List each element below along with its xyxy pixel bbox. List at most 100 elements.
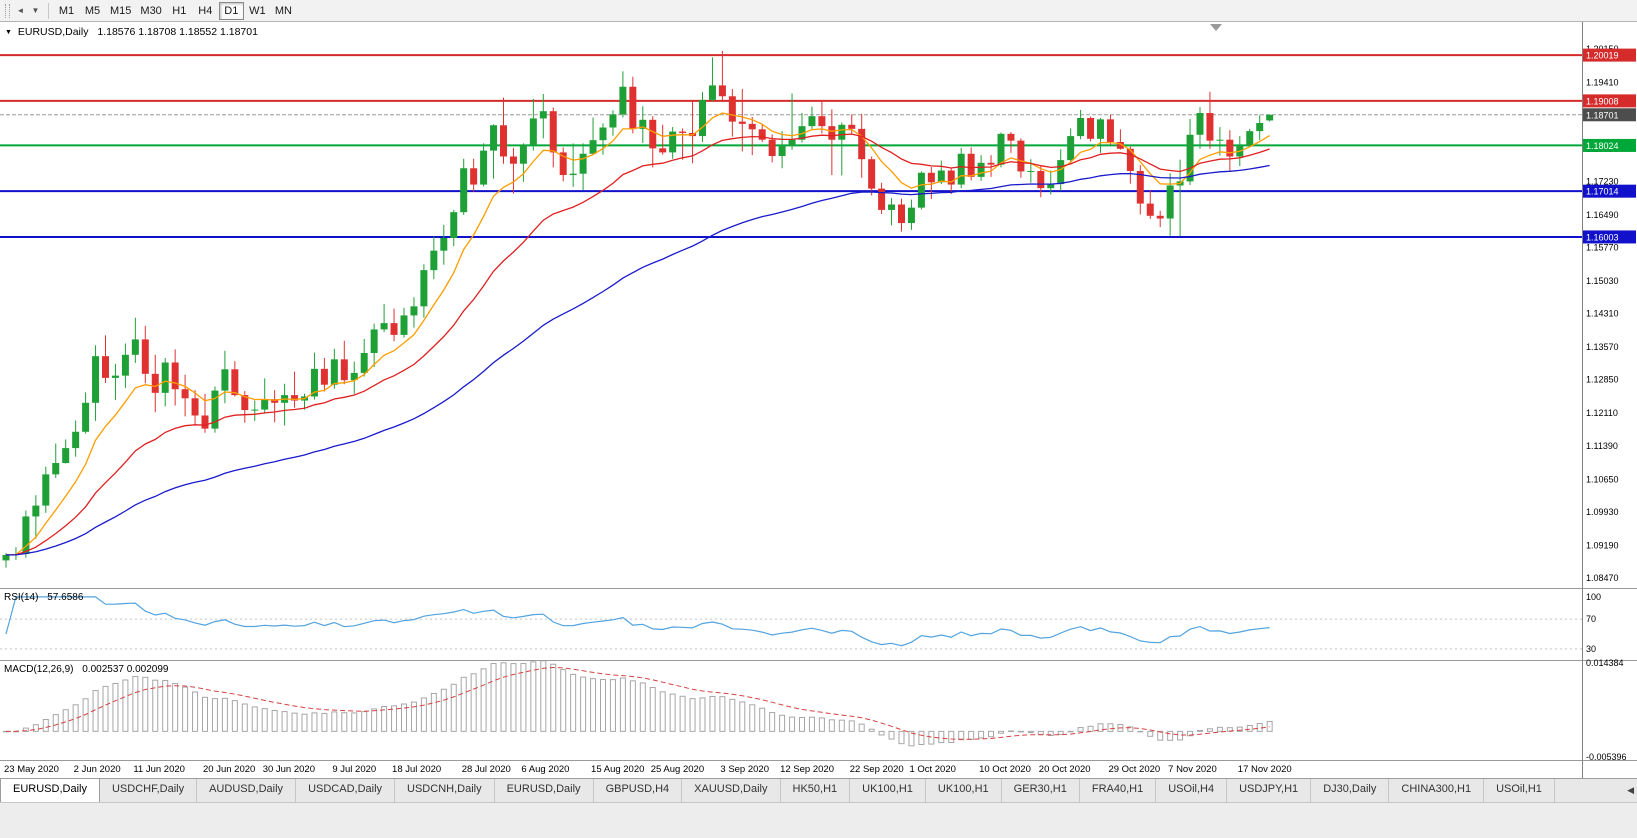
timeframe-mn-button[interactable]: MN bbox=[274, 4, 292, 17]
svg-text:12 Sep 2020: 12 Sep 2020 bbox=[780, 764, 834, 775]
scroll-back-icon[interactable]: ◄ bbox=[16, 6, 25, 15]
ma-mid-line bbox=[6, 133, 1270, 556]
chart-tab-eurusd-daily[interactable]: EURUSD,Daily bbox=[494, 779, 594, 802]
toolbar-dropdown-icon[interactable]: ▼ bbox=[31, 6, 40, 15]
chart-tab-usdchf-daily[interactable]: USDCHF,Daily bbox=[99, 779, 198, 802]
svg-text:1.13570: 1.13570 bbox=[1586, 342, 1619, 352]
svg-text:1.17014: 1.17014 bbox=[1586, 187, 1619, 197]
timeframe-m15-button[interactable]: M15 bbox=[110, 4, 132, 17]
svg-text:0.014384: 0.014384 bbox=[1586, 658, 1624, 668]
chart-region: 1.201501.194101.186901.179501.172301.164… bbox=[0, 22, 1637, 778]
rsi-indicator-label: RSI(14) 57.6586 bbox=[4, 592, 83, 603]
timeframe-buttons: M1 M5 M15 M30 H1 H4 D1 W1 MN bbox=[54, 1, 296, 20]
timeframe-w1-button[interactable]: W1 bbox=[249, 4, 266, 17]
timeframe-m30-button[interactable]: M30 bbox=[140, 4, 162, 17]
candlesticks-layer bbox=[2, 50, 1274, 568]
svg-text:1.14310: 1.14310 bbox=[1586, 309, 1619, 319]
chart-tabs-bar: EURUSD,Daily USDCHF,Daily AUDUSD,Daily USDC… bbox=[0, 778, 1637, 802]
svg-text:1.16003: 1.16003 bbox=[1586, 232, 1619, 242]
rsi-name: RSI(14) bbox=[4, 592, 39, 603]
chart-tab-gbpusd-h4[interactable]: GBPUSD,H4 bbox=[593, 779, 683, 802]
svg-text:1.10650: 1.10650 bbox=[1586, 474, 1619, 484]
svg-text:1.12110: 1.12110 bbox=[1586, 408, 1618, 418]
ma-slow-line bbox=[6, 164, 1270, 556]
timeframe-toolbar: ◄ ▼ M1 M5 M15 M30 H1 H4 D1 W1 MN bbox=[0, 0, 1637, 22]
macd-values: 0.002537 0.002099 bbox=[82, 664, 169, 675]
svg-text:1.17230: 1.17230 bbox=[1586, 176, 1619, 186]
svg-text:70: 70 bbox=[1586, 614, 1596, 624]
chart-tab-xauusd-daily[interactable]: XAUUSD,Daily bbox=[682, 779, 781, 802]
rsi-line bbox=[5, 596, 1270, 647]
svg-text:7 Nov 2020: 7 Nov 2020 bbox=[1168, 764, 1217, 775]
svg-text:9 Jul 2020: 9 Jul 2020 bbox=[332, 764, 376, 775]
chart-tab-usdcad-daily[interactable]: USDCAD,Daily bbox=[296, 779, 396, 802]
price-badges: 1.20019 1.19008 1.18024 1.17014 1.16003 1.187… bbox=[1583, 48, 1636, 244]
chart-tab-dj30-daily[interactable]: DJ30,Daily bbox=[1311, 779, 1390, 802]
svg-text:28 Jul 2020: 28 Jul 2020 bbox=[462, 764, 511, 775]
svg-text:1.09190: 1.09190 bbox=[1586, 540, 1619, 550]
timeframe-m1-button[interactable]: M1 bbox=[58, 4, 75, 17]
chart-tab-uk100-h1[interactable]: UK100,H1 bbox=[850, 779, 926, 802]
chart-tab-fra40-h1[interactable]: FRA40,H1 bbox=[1079, 779, 1157, 802]
chart-tab-eurusd-daily[interactable]: EURUSD,Daily bbox=[0, 779, 100, 802]
svg-text:1.12850: 1.12850 bbox=[1586, 375, 1619, 385]
price-axis: 1.201501.194101.186901.179501.172301.164… bbox=[0, 22, 1637, 778]
svg-text:29 Oct 2020: 29 Oct 2020 bbox=[1108, 764, 1160, 775]
svg-text:1.19410: 1.19410 bbox=[1586, 78, 1619, 88]
chart-tab-uk100-h1[interactable]: UK100,H1 bbox=[925, 779, 1002, 802]
chart-tabs: EURUSD,Daily USDCHF,Daily AUDUSD,Daily USDC… bbox=[0, 779, 1637, 802]
svg-text:1.15770: 1.15770 bbox=[1586, 242, 1619, 252]
svg-text:1 Oct 2020: 1 Oct 2020 bbox=[909, 764, 955, 775]
macd-signal-line bbox=[5, 666, 1270, 740]
chart-tab-ger30-h1[interactable]: GER30,H1 bbox=[1001, 779, 1080, 802]
chart-tab-audusd-daily[interactable]: AUDUSD,Daily bbox=[197, 779, 297, 802]
chart-tab-usdcnh-daily[interactable]: USDCNH,Daily bbox=[395, 779, 495, 802]
svg-text:20 Oct 2020: 20 Oct 2020 bbox=[1039, 764, 1091, 775]
chart-shift-marker bbox=[1210, 24, 1222, 31]
macd-layer bbox=[3, 660, 1273, 747]
ma-fast-line bbox=[5, 112, 1270, 556]
svg-text:20 Jun 2020: 20 Jun 2020 bbox=[203, 764, 255, 775]
chart-canvas[interactable]: 1.201501.194101.186901.179501.172301.164… bbox=[0, 22, 1637, 778]
timeframe-h4-button[interactable]: H4 bbox=[198, 4, 213, 17]
svg-text:25 Aug 2020: 25 Aug 2020 bbox=[651, 764, 704, 775]
svg-text:11 Jun 2020: 11 Jun 2020 bbox=[133, 764, 185, 775]
timeframe-m5-button[interactable]: M5 bbox=[84, 4, 101, 17]
svg-text:1.19008: 1.19008 bbox=[1586, 96, 1619, 106]
ma-lines-layer bbox=[5, 24, 1270, 556]
symbol-name: EURUSD,Daily bbox=[17, 26, 89, 38]
timeframe-d1-button[interactable]: D1 bbox=[218, 1, 244, 20]
svg-text:100: 100 bbox=[1586, 592, 1601, 602]
chart-tab-usoil-h4[interactable]: USOil,H4 bbox=[1156, 779, 1228, 802]
svg-text:2 Jun 2020: 2 Jun 2020 bbox=[74, 764, 121, 775]
chart-tab-usoil-h1[interactable]: USOil,H1 bbox=[1484, 779, 1555, 802]
svg-text:15 Aug 2020: 15 Aug 2020 bbox=[591, 764, 644, 775]
symbol-ohlc: 1.18576 1.18708 1.18552 1.18701 bbox=[97, 26, 258, 38]
svg-text:1.15030: 1.15030 bbox=[1586, 276, 1619, 286]
svg-text:18 Jul 2020: 18 Jul 2020 bbox=[392, 764, 441, 775]
svg-text:30: 30 bbox=[1586, 644, 1596, 654]
svg-text:3 Sep 2020: 3 Sep 2020 bbox=[720, 764, 769, 775]
timeframe-h1-button[interactable]: H1 bbox=[172, 4, 187, 17]
chart-menu-icon[interactable]: ▼ bbox=[5, 29, 12, 36]
svg-text:1.11390: 1.11390 bbox=[1586, 441, 1618, 451]
toolbar-separator bbox=[48, 2, 49, 19]
chart-tab-usdjpy-h1[interactable]: USDJPY,H1 bbox=[1227, 779, 1312, 802]
svg-text:1.09930: 1.09930 bbox=[1586, 507, 1619, 517]
svg-text:1.18701: 1.18701 bbox=[1586, 110, 1619, 120]
chart-symbol-label: ▼ EURUSD,Daily 1.18576 1.18708 1.18552 1… bbox=[5, 26, 258, 38]
svg-text:22 Sep 2020: 22 Sep 2020 bbox=[850, 764, 904, 775]
svg-text:-0.005396: -0.005396 bbox=[1586, 752, 1627, 762]
date-axis: 23 May 2020 2 Jun 2020 11 Jun 2020 20 Jun 2… bbox=[4, 764, 1292, 775]
svg-text:30 Jun 2020: 30 Jun 2020 bbox=[263, 764, 315, 775]
chart-tab-china300-h1[interactable]: CHINA300,H1 bbox=[1389, 779, 1485, 802]
macd-indicator-label: MACD(12,26,9) 0.002537 0.002099 bbox=[4, 664, 168, 675]
svg-text:6 Aug 2020: 6 Aug 2020 bbox=[521, 764, 569, 775]
status-bar bbox=[0, 802, 1637, 838]
chart-tab-hk50-h1[interactable]: HK50,H1 bbox=[780, 779, 851, 802]
tab-scroll-left-icon[interactable]: ◀ bbox=[1627, 785, 1634, 795]
rsi-layer bbox=[0, 596, 1582, 650]
rsi-value: 57.6586 bbox=[47, 592, 84, 603]
toolbar-grip[interactable] bbox=[5, 3, 10, 18]
